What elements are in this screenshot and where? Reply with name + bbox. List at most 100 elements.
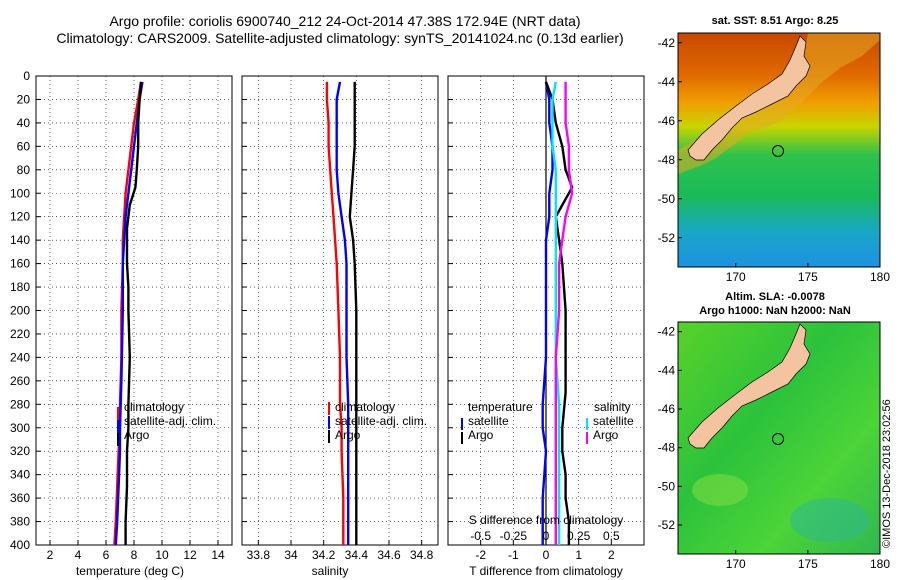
depth-tick-label: 360 (10, 491, 30, 505)
map-y-tick-label: -48 (658, 153, 676, 167)
salinity-x-ticks: 33.8 34 34.2 34.4 34.6 34.8 (247, 540, 434, 562)
s-tick-label: 0.25 (567, 529, 591, 543)
salinity-diff-legend: salinity satellite Argo (586, 400, 634, 444)
x-tick-label: 2 (47, 548, 54, 562)
map-y-tick-label: -44 (658, 75, 676, 89)
title-line-2: Climatology: CARS2009. Satellite-adjuste… (56, 30, 623, 46)
difference-s-ticks: -0.5 -0.25 0 0.25 0.5 (470, 529, 620, 543)
x-tick-label: 34.6 (377, 548, 401, 562)
salinity-series (325, 81, 358, 545)
temperature-grid (36, 76, 232, 545)
difference-x-ticks: -2 -1 0 1 2 (475, 540, 615, 562)
salinity-legend: climatology satellite-adj. clim. Argo (328, 400, 427, 443)
map-y-tick-label: -44 (658, 363, 676, 377)
depth-tick-label: 160 (10, 257, 30, 271)
map-x-tick-label: 175 (798, 270, 818, 284)
s-tick-label: 0 (543, 529, 550, 543)
series-line-climatology (325, 81, 345, 545)
salinity-panel: 33.8 34 34.2 34.4 34.6 34.8 salinity climatol… (241, 75, 439, 578)
salinity-x-label: salinity (312, 564, 349, 578)
x-tick-label: 14 (211, 548, 225, 562)
depth-tick-label: 40 (17, 116, 31, 130)
temperature-panel: 2 4 6 8 10 12 14 temperature (deg C) climatolo… (35, 75, 233, 578)
series-line-s-argo (554, 81, 574, 545)
depth-tick-label: 180 (10, 280, 30, 294)
x-tick-label: 10 (155, 548, 169, 562)
map-y-tick-label: -52 (658, 231, 676, 245)
legend-salinity-title: salinity (594, 400, 631, 414)
depth-tick-label: 260 (10, 374, 30, 388)
temperature-x-ticks: 2 4 6 8 10 12 14 (47, 540, 225, 562)
map-y-tick-label: -46 (658, 114, 676, 128)
sla-map: 170 175 180 -42 -44 -46 -48 -50 -52 (658, 321, 890, 571)
map-x-tick-label: 180 (870, 270, 890, 284)
map-x-tick-label: 180 (870, 557, 890, 571)
depth-axis-ticks: 0 20 40 60 80 100 120 140 160 180 200 220 240 260 280 3… (10, 69, 453, 552)
new-zealand-landmass (687, 323, 811, 449)
depth-tick-label: 60 (17, 139, 31, 153)
x-tick-label: 8 (131, 548, 138, 562)
legend-temperature-title: temperature (468, 400, 533, 414)
map-y-tick-label: -46 (658, 402, 676, 416)
depth-tick-label: 100 (10, 186, 30, 200)
series-line-argo (348, 81, 358, 545)
map-y-tick-label: -52 (658, 518, 676, 532)
series-line-s-satellite (551, 81, 561, 545)
x-tick-label: -1 (508, 548, 519, 562)
x-tick-label: 1 (575, 548, 582, 562)
temperature-legend: climatology satellite-adj. clim. Argo (117, 400, 216, 446)
title-line-1: Argo profile: coriolis 6900740_212 24-Oc… (109, 13, 580, 29)
difference-panel: -2 -1 0 1 2 -0.5 -0.25 0 0.25 0.5 S difference f… (447, 75, 645, 578)
sst-map-ticks: 170 175 180 -42 -44 -46 -48 -50 -52 (658, 36, 891, 284)
map-y-tick-label: -42 (658, 36, 676, 50)
x-tick-label: 34.8 (410, 548, 434, 562)
temperature-x-label: temperature (deg C) (76, 564, 184, 578)
imos-timestamp: ©IMOS 13-Dec-2018 23:02:56 (881, 399, 893, 548)
depth-tick-label: 20 (17, 92, 31, 106)
sla-low-patch (790, 498, 870, 542)
map-x-tick-label: 170 (726, 557, 746, 571)
depth-tick-label: 80 (17, 163, 31, 177)
depth-tick-label: 120 (10, 210, 30, 224)
sla-map-title-2: Argo h1000: NaN h2000: NaN (699, 305, 851, 317)
depth-tick-label: 200 (10, 304, 30, 318)
x-tick-label: 2 (608, 548, 615, 562)
legend-s-satellite-label: satellite (593, 414, 634, 428)
salinity-grid (242, 76, 438, 545)
legend-satellite-label: satellite-adj. clim. (335, 414, 427, 428)
legend-t-satellite-label: satellite (468, 414, 509, 428)
legend-argo-label: Argo (124, 428, 150, 442)
sla-high-patch (692, 474, 748, 506)
x-tick-label: 34 (284, 548, 298, 562)
sst-map-title: sat. SST: 8.51 Argo: 8.25 (712, 15, 839, 27)
s-tick-label: -0.25 (500, 529, 528, 543)
legend-s-argo-label: Argo (593, 428, 619, 442)
depth-tick-label: 380 (10, 515, 30, 529)
depth-tick-label: 220 (10, 327, 30, 341)
legend-satellite-label: satellite-adj. clim. (124, 414, 216, 428)
depth-tick-label: 240 (10, 350, 30, 364)
map-x-tick-label: 170 (726, 270, 746, 284)
series-line-argo (124, 81, 143, 545)
sst-map: 170 175 180 -42 -44 -46 -48 -50 -52 (658, 32, 891, 284)
s-tick-label: -0.5 (470, 529, 491, 543)
depth-tick-label: 400 (10, 538, 30, 552)
x-tick-label: 12 (183, 548, 197, 562)
series-line-t-argo (544, 81, 574, 545)
series-line-satellite-adj-clim- (335, 81, 350, 545)
depth-tick-label: 320 (10, 444, 30, 458)
series-line-satellite-adj-clim- (114, 81, 144, 545)
difference-x-label: T difference from climatology (469, 564, 623, 578)
legend-climatology-label: climatology (335, 400, 395, 414)
argo-position-marker (772, 145, 784, 157)
map-y-tick-label: -50 (658, 479, 676, 493)
map-y-tick-label: -48 (658, 441, 676, 455)
x-tick-label: 34.4 (345, 548, 369, 562)
series-line-t-satellite (541, 81, 554, 545)
s-tick-label: 0.5 (603, 529, 620, 543)
argo-position-marker (772, 433, 784, 445)
map-y-tick-label: -42 (658, 325, 676, 339)
difference-series (541, 81, 574, 545)
depth-tick-label: 0 (23, 69, 30, 83)
